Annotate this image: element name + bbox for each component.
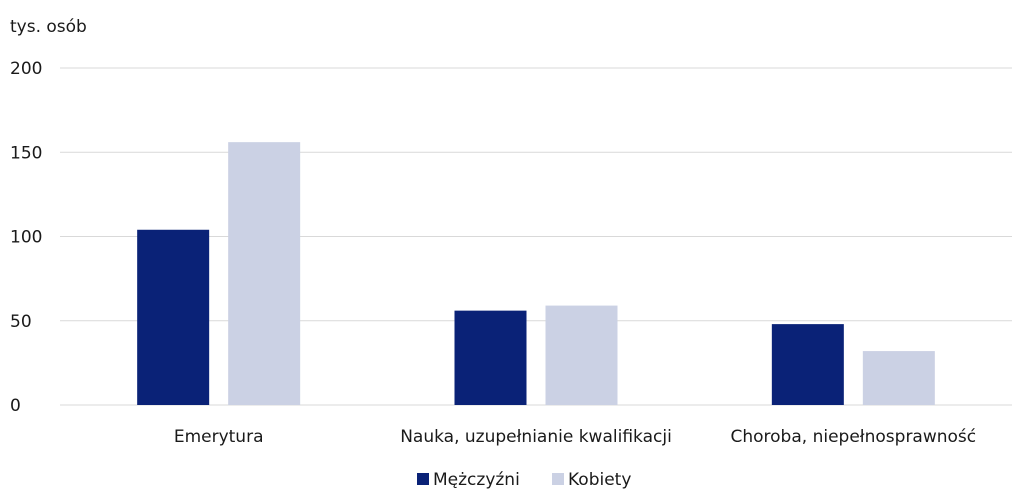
- y-axis-unit-label: tys. osób: [10, 17, 87, 37]
- legend-label: Mężczyźni: [433, 470, 520, 490]
- legend-swatch: [552, 473, 564, 485]
- legend-swatch: [417, 473, 429, 485]
- bar-women: [545, 305, 618, 405]
- bar-men: [137, 229, 210, 405]
- y-tick-label: 50: [10, 312, 32, 332]
- y-tick-label: 200: [10, 59, 42, 79]
- category-label: Emerytura: [174, 427, 264, 447]
- category-label: Choroba, niepełnosprawność: [731, 427, 977, 447]
- category-label: Nauka, uzupełnianie kwalifikacji: [400, 427, 672, 447]
- bar-men: [454, 310, 527, 405]
- bar-women: [862, 351, 935, 405]
- bars: [137, 142, 935, 405]
- bar-men: [771, 324, 844, 405]
- y-tick-label: 150: [10, 143, 42, 163]
- y-tick-label: 0: [10, 396, 21, 416]
- gridlines: [60, 67, 1012, 406]
- category-labels: Emerytura Nauka, uzupełnianie kwalifikacj…: [174, 427, 976, 447]
- bar-women: [228, 142, 301, 405]
- legend-label: Kobiety: [568, 470, 631, 490]
- y-axis-ticks: 0 50 100 150 200: [10, 59, 42, 416]
- legend: Mężczyźni Kobiety: [417, 470, 631, 490]
- y-tick-label: 100: [10, 228, 42, 248]
